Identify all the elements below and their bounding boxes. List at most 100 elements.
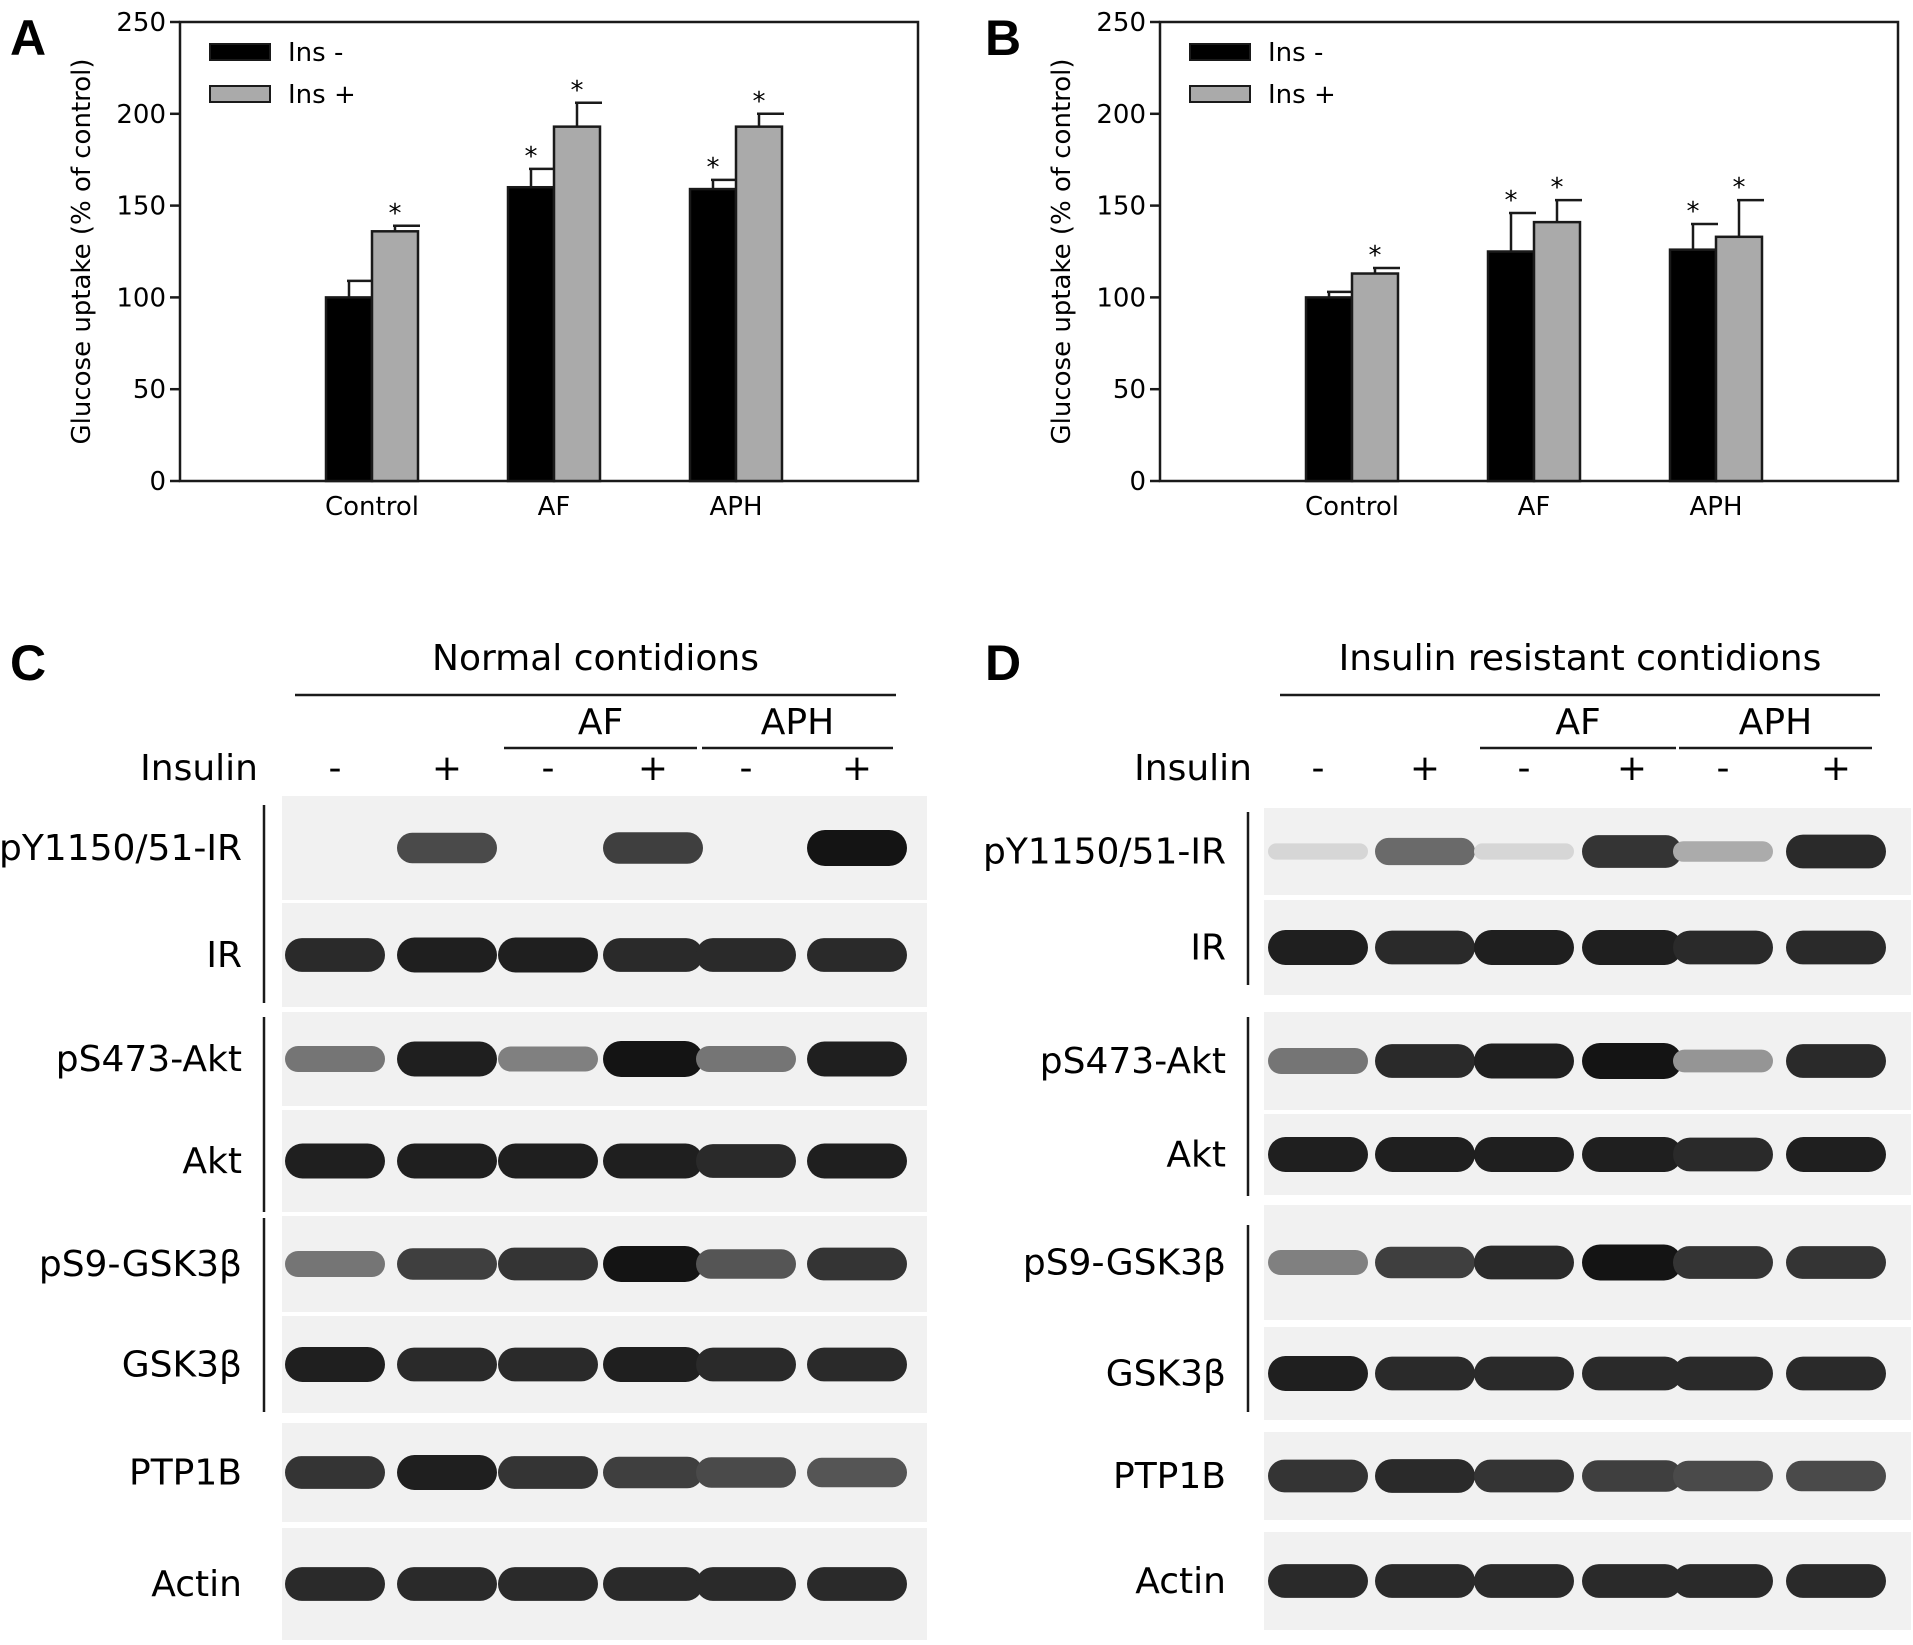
bar — [506, 185, 556, 483]
bar — [734, 125, 784, 483]
insulin-sign: - — [329, 748, 342, 789]
significance-marker: * — [1687, 197, 1700, 227]
protein-band — [1673, 841, 1773, 862]
blot-row-label: pS9-GSK3β — [39, 1244, 242, 1285]
insulin-sign: - — [542, 748, 555, 789]
y-tick-label: 100 — [116, 283, 166, 313]
blot-row-label: pS9-GSK3β — [1023, 1243, 1226, 1284]
panel-letter-a: A — [10, 10, 46, 66]
protein-band — [1268, 1564, 1368, 1598]
y-tick-label: 50 — [133, 375, 166, 405]
protein-band — [1786, 1137, 1886, 1172]
protein-band — [696, 1567, 796, 1601]
blot-row-label: GSK3β — [1106, 1354, 1226, 1395]
protein-band — [807, 830, 907, 866]
protein-band — [1474, 930, 1574, 965]
protein-band — [603, 832, 703, 864]
legend-label: Ins - — [288, 38, 343, 68]
blot-row-label: pS473-Akt — [1040, 1041, 1226, 1082]
protein-band — [1268, 1250, 1368, 1275]
y-tick-label: 250 — [1096, 8, 1146, 38]
legend-swatch — [209, 43, 271, 61]
blot-row-label: Akt — [1166, 1135, 1226, 1176]
insulin-sign: + — [842, 748, 872, 789]
significance-marker: * — [1505, 186, 1518, 216]
bar-chart-a: 0 50 100 150 200 250 Glucose uptake (% of cont… — [67, 8, 920, 522]
protein-band — [285, 1567, 385, 1601]
panel-letter-c: C — [10, 635, 46, 691]
protein-band — [1673, 1049, 1773, 1073]
protein-band — [498, 1567, 598, 1601]
protein-band — [807, 1347, 907, 1382]
insulin-sign: - — [1717, 748, 1730, 789]
blot-title: Insulin resistant contidions — [1339, 638, 1822, 679]
protein-band — [1786, 1564, 1886, 1598]
treatment-group-label: APH — [1739, 702, 1812, 743]
bar — [552, 125, 602, 483]
protein-band — [285, 1456, 385, 1489]
protein-band — [603, 938, 703, 972]
y-tick-label: 150 — [116, 192, 166, 222]
y-tick-label: 150 — [1096, 192, 1146, 222]
protein-band — [1375, 1246, 1475, 1279]
protein-band — [285, 1045, 385, 1073]
y-tick-label: 0 — [1129, 467, 1146, 497]
y-tick-label: 0 — [149, 467, 166, 497]
insulin-sign: - — [740, 748, 753, 789]
significance-marker: * — [753, 87, 766, 117]
western-blot-c: Normal contidions AF APH Insulin - + - + - + pY115… — [0, 638, 927, 1640]
protein-band — [498, 937, 598, 973]
panel-letter-d: D — [985, 635, 1021, 691]
significance-marker: * — [389, 199, 402, 229]
insulin-sign: + — [1617, 748, 1647, 789]
protein-band — [807, 1247, 907, 1281]
protein-band — [1786, 930, 1886, 965]
protein-band — [1474, 1245, 1574, 1280]
protein-band — [1375, 1137, 1475, 1172]
blot-row-label: Akt — [182, 1141, 242, 1182]
protein-band — [807, 1457, 907, 1488]
protein-band — [397, 1455, 497, 1490]
protein-band — [397, 1567, 497, 1601]
significance-marker: * — [1733, 173, 1746, 203]
protein-band — [397, 832, 497, 864]
bar — [1714, 235, 1764, 483]
x-category-label: APH — [709, 492, 762, 522]
protein-band — [397, 1143, 497, 1179]
protein-band — [1268, 1137, 1368, 1172]
protein-band — [1673, 1564, 1773, 1598]
protein-band — [285, 1143, 385, 1179]
protein-band — [1268, 1356, 1368, 1391]
legend-label: Ins - — [1268, 38, 1323, 68]
treatment-group-label: APH — [761, 702, 834, 743]
protein-band — [1673, 1137, 1773, 1172]
blot-row-label: PTP1B — [1113, 1456, 1226, 1497]
protein-band — [1673, 1356, 1773, 1391]
blot-row-label: PTP1B — [129, 1453, 242, 1494]
protein-band — [1375, 837, 1475, 866]
protein-band — [696, 1457, 796, 1488]
protein-band — [696, 1045, 796, 1073]
blot-row-label: pY1150/51-IR — [0, 828, 242, 869]
bar — [370, 230, 420, 483]
protein-band — [1268, 1459, 1368, 1493]
protein-band — [1786, 1246, 1886, 1279]
protein-band — [1582, 930, 1682, 965]
protein-band — [1582, 1043, 1682, 1079]
legend-label: Ins + — [1268, 80, 1336, 110]
blot-row-label: Actin — [1135, 1561, 1226, 1602]
bar — [1532, 220, 1582, 483]
protein-band — [807, 1143, 907, 1179]
blot-row-label: pY1150/51-IR — [983, 832, 1226, 873]
protein-band — [397, 937, 497, 973]
protein-band — [1268, 843, 1368, 860]
y-tick-label: 250 — [116, 8, 166, 38]
x-category-label: AF — [538, 492, 571, 522]
protein-band — [1474, 1043, 1574, 1079]
bar — [1486, 250, 1536, 483]
y-tick-label: 50 — [1113, 375, 1146, 405]
bar — [688, 187, 738, 483]
blot-title: Normal contidions — [432, 638, 759, 679]
treatment-group-label: AF — [578, 702, 623, 743]
protein-band — [1673, 1460, 1773, 1492]
